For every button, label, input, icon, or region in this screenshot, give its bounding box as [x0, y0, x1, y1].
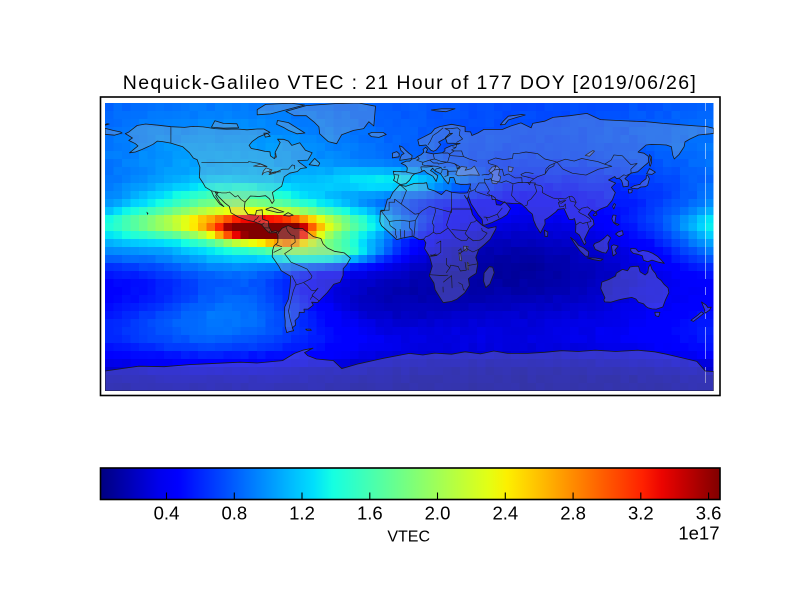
svg-text:2.0: 2.0 [425, 503, 451, 524]
svg-text:1.2: 1.2 [289, 503, 315, 524]
svg-text:1.6: 1.6 [357, 503, 383, 524]
svg-text:1e17: 1e17 [678, 523, 719, 544]
svg-text:VTEC: VTEC [387, 528, 430, 545]
svg-text:Nequick-Galileo VTEC : 21 Hour: Nequick-Galileo VTEC : 21 Hour of 177 DO… [123, 72, 697, 94]
svg-text:3.6: 3.6 [696, 503, 722, 524]
svg-text:2.4: 2.4 [492, 503, 518, 524]
svg-text:0.4: 0.4 [154, 503, 180, 524]
svg-text:0.8: 0.8 [221, 503, 247, 524]
svg-text:3.2: 3.2 [628, 503, 654, 524]
svg-text:2.8: 2.8 [560, 503, 586, 524]
